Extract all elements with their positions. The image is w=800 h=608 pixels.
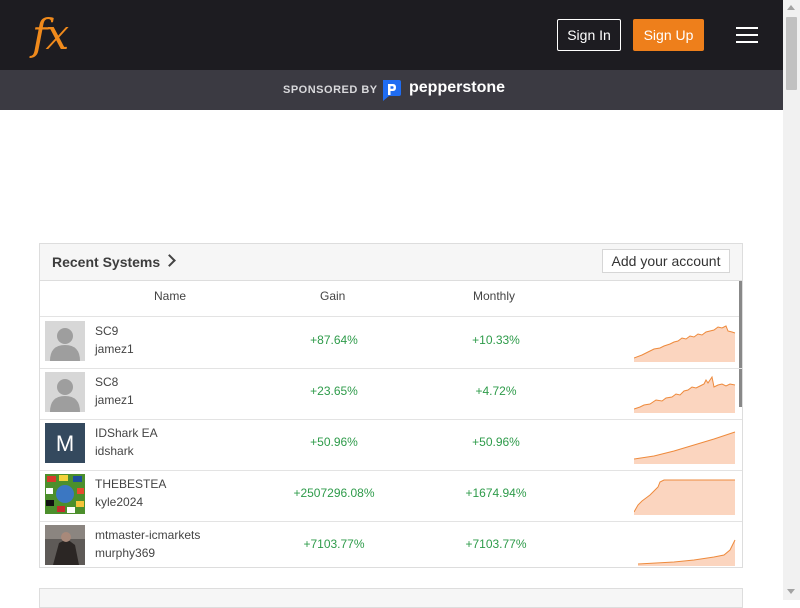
sign-in-button[interactable]: Sign In — [557, 19, 621, 51]
sponsor-banner[interactable]: SPONSORED BY pepperstone — [0, 70, 783, 110]
monthly-value: +4.72% — [475, 384, 517, 398]
panel-title[interactable]: Recent Systems — [52, 254, 161, 270]
sparkline-chart — [634, 431, 736, 464]
column-header-gain[interactable]: Gain — [320, 289, 346, 303]
sparkline-chart — [634, 375, 736, 413]
sign-up-button[interactable]: Sign Up — [633, 19, 704, 51]
sparkline-chart — [634, 325, 736, 362]
scroll-up-arrow-icon[interactable] — [787, 5, 795, 10]
monthly-value: +10.33% — [472, 333, 520, 347]
sponsor-brand-name: pepperstone — [409, 79, 506, 96]
gain-value: +7103.77% — [303, 537, 365, 551]
photo-avatar-icon — [45, 525, 85, 565]
next-panel — [39, 588, 743, 608]
chevron-right-icon[interactable] — [163, 254, 176, 267]
system-row[interactable]: THEBESTEA kyle2024 +2507296.08% +1674.94… — [40, 470, 742, 522]
monthly-value: +1674.94% — [465, 486, 527, 500]
system-row[interactable]: M IDShark EA idshark +50.96% +50.96% — [40, 419, 742, 471]
monthly-value: +50.96% — [472, 435, 520, 449]
system-owner[interactable]: murphy369 — [95, 546, 156, 560]
hamburger-menu-icon[interactable] — [736, 27, 758, 43]
scroll-down-arrow-icon[interactable] — [787, 589, 795, 594]
default-user-avatar-icon — [45, 372, 85, 412]
system-owner[interactable]: kyle2024 — [95, 495, 144, 509]
letter-avatar-icon: M — [45, 423, 85, 463]
gain-value: +2507296.08% — [293, 486, 375, 500]
system-row[interactable]: SC8 jamez1 +23.65% +4.72% — [40, 368, 742, 420]
header-divider — [40, 316, 742, 317]
system-row[interactable]: mtmaster-icmarkets murphy369 +7103.77% +… — [40, 521, 742, 567]
system-owner[interactable]: jamez1 — [95, 393, 134, 407]
default-user-avatar-icon — [45, 321, 85, 361]
sparkline-chart — [634, 479, 735, 515]
add-account-button[interactable]: Add your account — [602, 249, 730, 273]
top-navbar: fx Sign In Sign Up — [0, 0, 783, 70]
system-owner[interactable]: jamez1 — [95, 342, 134, 356]
system-name[interactable]: SC9 — [95, 324, 119, 338]
sponsor-label: SPONSORED BY — [283, 84, 378, 96]
system-name[interactable]: IDShark EA — [95, 426, 158, 440]
recent-systems-panel: Recent Systems Add your account Name Gai… — [39, 243, 743, 568]
gain-value: +87.64% — [310, 333, 358, 347]
monthly-value: +7103.77% — [465, 537, 527, 551]
gain-value: +50.96% — [310, 435, 358, 449]
gain-value: +23.65% — [310, 384, 358, 398]
system-row[interactable]: SC9 jamez1 +87.64% +10.33% — [40, 317, 742, 369]
system-name[interactable]: mtmaster-icmarkets — [95, 528, 201, 542]
system-name[interactable]: THEBESTEA — [95, 477, 167, 491]
pepperstone-logo-icon — [383, 80, 401, 101]
system-owner[interactable]: idshark — [95, 444, 134, 458]
avatar-letter: M — [56, 431, 74, 456]
column-header-name[interactable]: Name — [154, 289, 187, 303]
panel-header: Recent Systems Add your account — [40, 244, 742, 281]
scrollbar-thumb[interactable] — [786, 17, 797, 90]
flags-avatar-icon — [45, 474, 85, 514]
site-logo[interactable]: fx — [32, 10, 69, 59]
column-header-monthly[interactable]: Monthly — [473, 289, 516, 303]
page-scrollbar[interactable] — [783, 0, 800, 600]
system-name[interactable]: SC8 — [95, 375, 119, 389]
table-scrollbar[interactable] — [739, 281, 742, 407]
sparkline-chart — [637, 539, 736, 566]
